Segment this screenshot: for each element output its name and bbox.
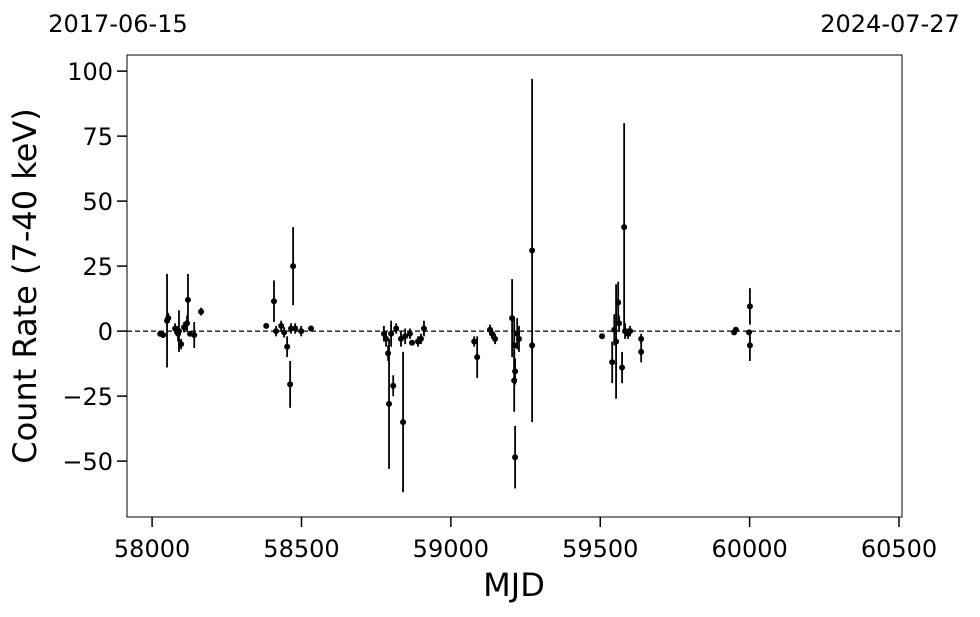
x-tick-label: 60000 bbox=[711, 535, 787, 563]
y-tick-label: −25 bbox=[62, 383, 113, 411]
top-label: 2024-07-27 bbox=[820, 10, 959, 38]
y-axis-label: Count Rate (7-40 keV) bbox=[6, 108, 44, 463]
data-point bbox=[284, 343, 291, 350]
top-label: 2017-06-15 bbox=[48, 10, 187, 38]
x-tick-label: 59000 bbox=[413, 535, 489, 563]
data-point bbox=[471, 338, 478, 345]
data-point bbox=[515, 335, 522, 342]
y-tick-label: 50 bbox=[82, 188, 113, 216]
data-point bbox=[474, 354, 481, 361]
y-tick-label: 100 bbox=[67, 58, 113, 86]
data-point bbox=[746, 303, 753, 310]
plot-frame bbox=[126, 54, 903, 518]
data-point bbox=[409, 339, 416, 346]
data-point bbox=[627, 328, 634, 335]
data-point bbox=[529, 342, 536, 349]
data-point bbox=[609, 359, 616, 366]
data-point bbox=[512, 454, 519, 461]
data-point bbox=[165, 315, 172, 322]
x-axis-label: MJD bbox=[483, 566, 545, 604]
data-point bbox=[512, 368, 519, 375]
data-point bbox=[175, 328, 182, 335]
data-point bbox=[417, 335, 424, 342]
data-point bbox=[292, 325, 299, 332]
data-point bbox=[616, 320, 623, 327]
x-tick-label: 58500 bbox=[263, 535, 339, 563]
y-tick-label: −50 bbox=[62, 448, 113, 476]
data-point bbox=[191, 332, 198, 339]
data-point bbox=[383, 335, 390, 342]
data-point bbox=[420, 325, 427, 332]
data-point bbox=[619, 364, 626, 371]
data-point bbox=[492, 335, 499, 342]
data-point bbox=[746, 342, 753, 349]
data-point bbox=[621, 224, 628, 231]
data-point bbox=[613, 338, 620, 345]
x-tick-label: 59500 bbox=[562, 535, 638, 563]
y-tick-label: 0 bbox=[98, 318, 113, 346]
data-point bbox=[529, 247, 536, 254]
data-point bbox=[290, 263, 297, 270]
data-point bbox=[298, 328, 305, 335]
data-point bbox=[270, 298, 277, 305]
data-point bbox=[400, 419, 407, 426]
x-tick-label: 58000 bbox=[114, 535, 190, 563]
data-point bbox=[278, 322, 285, 329]
data-point bbox=[638, 348, 645, 355]
data-point bbox=[388, 330, 395, 337]
data-point bbox=[732, 326, 739, 333]
data-point bbox=[273, 328, 280, 335]
data-point bbox=[198, 308, 205, 315]
data-point bbox=[287, 381, 294, 388]
data-point bbox=[599, 333, 606, 340]
data-point bbox=[160, 332, 167, 339]
data-point bbox=[386, 400, 393, 407]
data-point bbox=[511, 342, 518, 349]
data-point bbox=[638, 335, 645, 342]
data-point bbox=[178, 341, 185, 348]
data-point bbox=[390, 382, 397, 389]
data-point bbox=[184, 296, 191, 303]
data-point bbox=[263, 322, 270, 329]
data-point bbox=[393, 325, 400, 332]
data-point bbox=[406, 330, 413, 337]
data-point bbox=[308, 325, 315, 332]
data-point bbox=[184, 320, 191, 327]
data-point bbox=[489, 330, 496, 337]
data-point bbox=[615, 299, 622, 306]
y-tick-label: 25 bbox=[82, 253, 113, 281]
data-point bbox=[402, 333, 409, 340]
x-tick-label: 60500 bbox=[861, 535, 937, 563]
y-tick-label: 75 bbox=[82, 123, 113, 151]
data-point bbox=[288, 325, 295, 332]
data-point bbox=[281, 329, 288, 336]
